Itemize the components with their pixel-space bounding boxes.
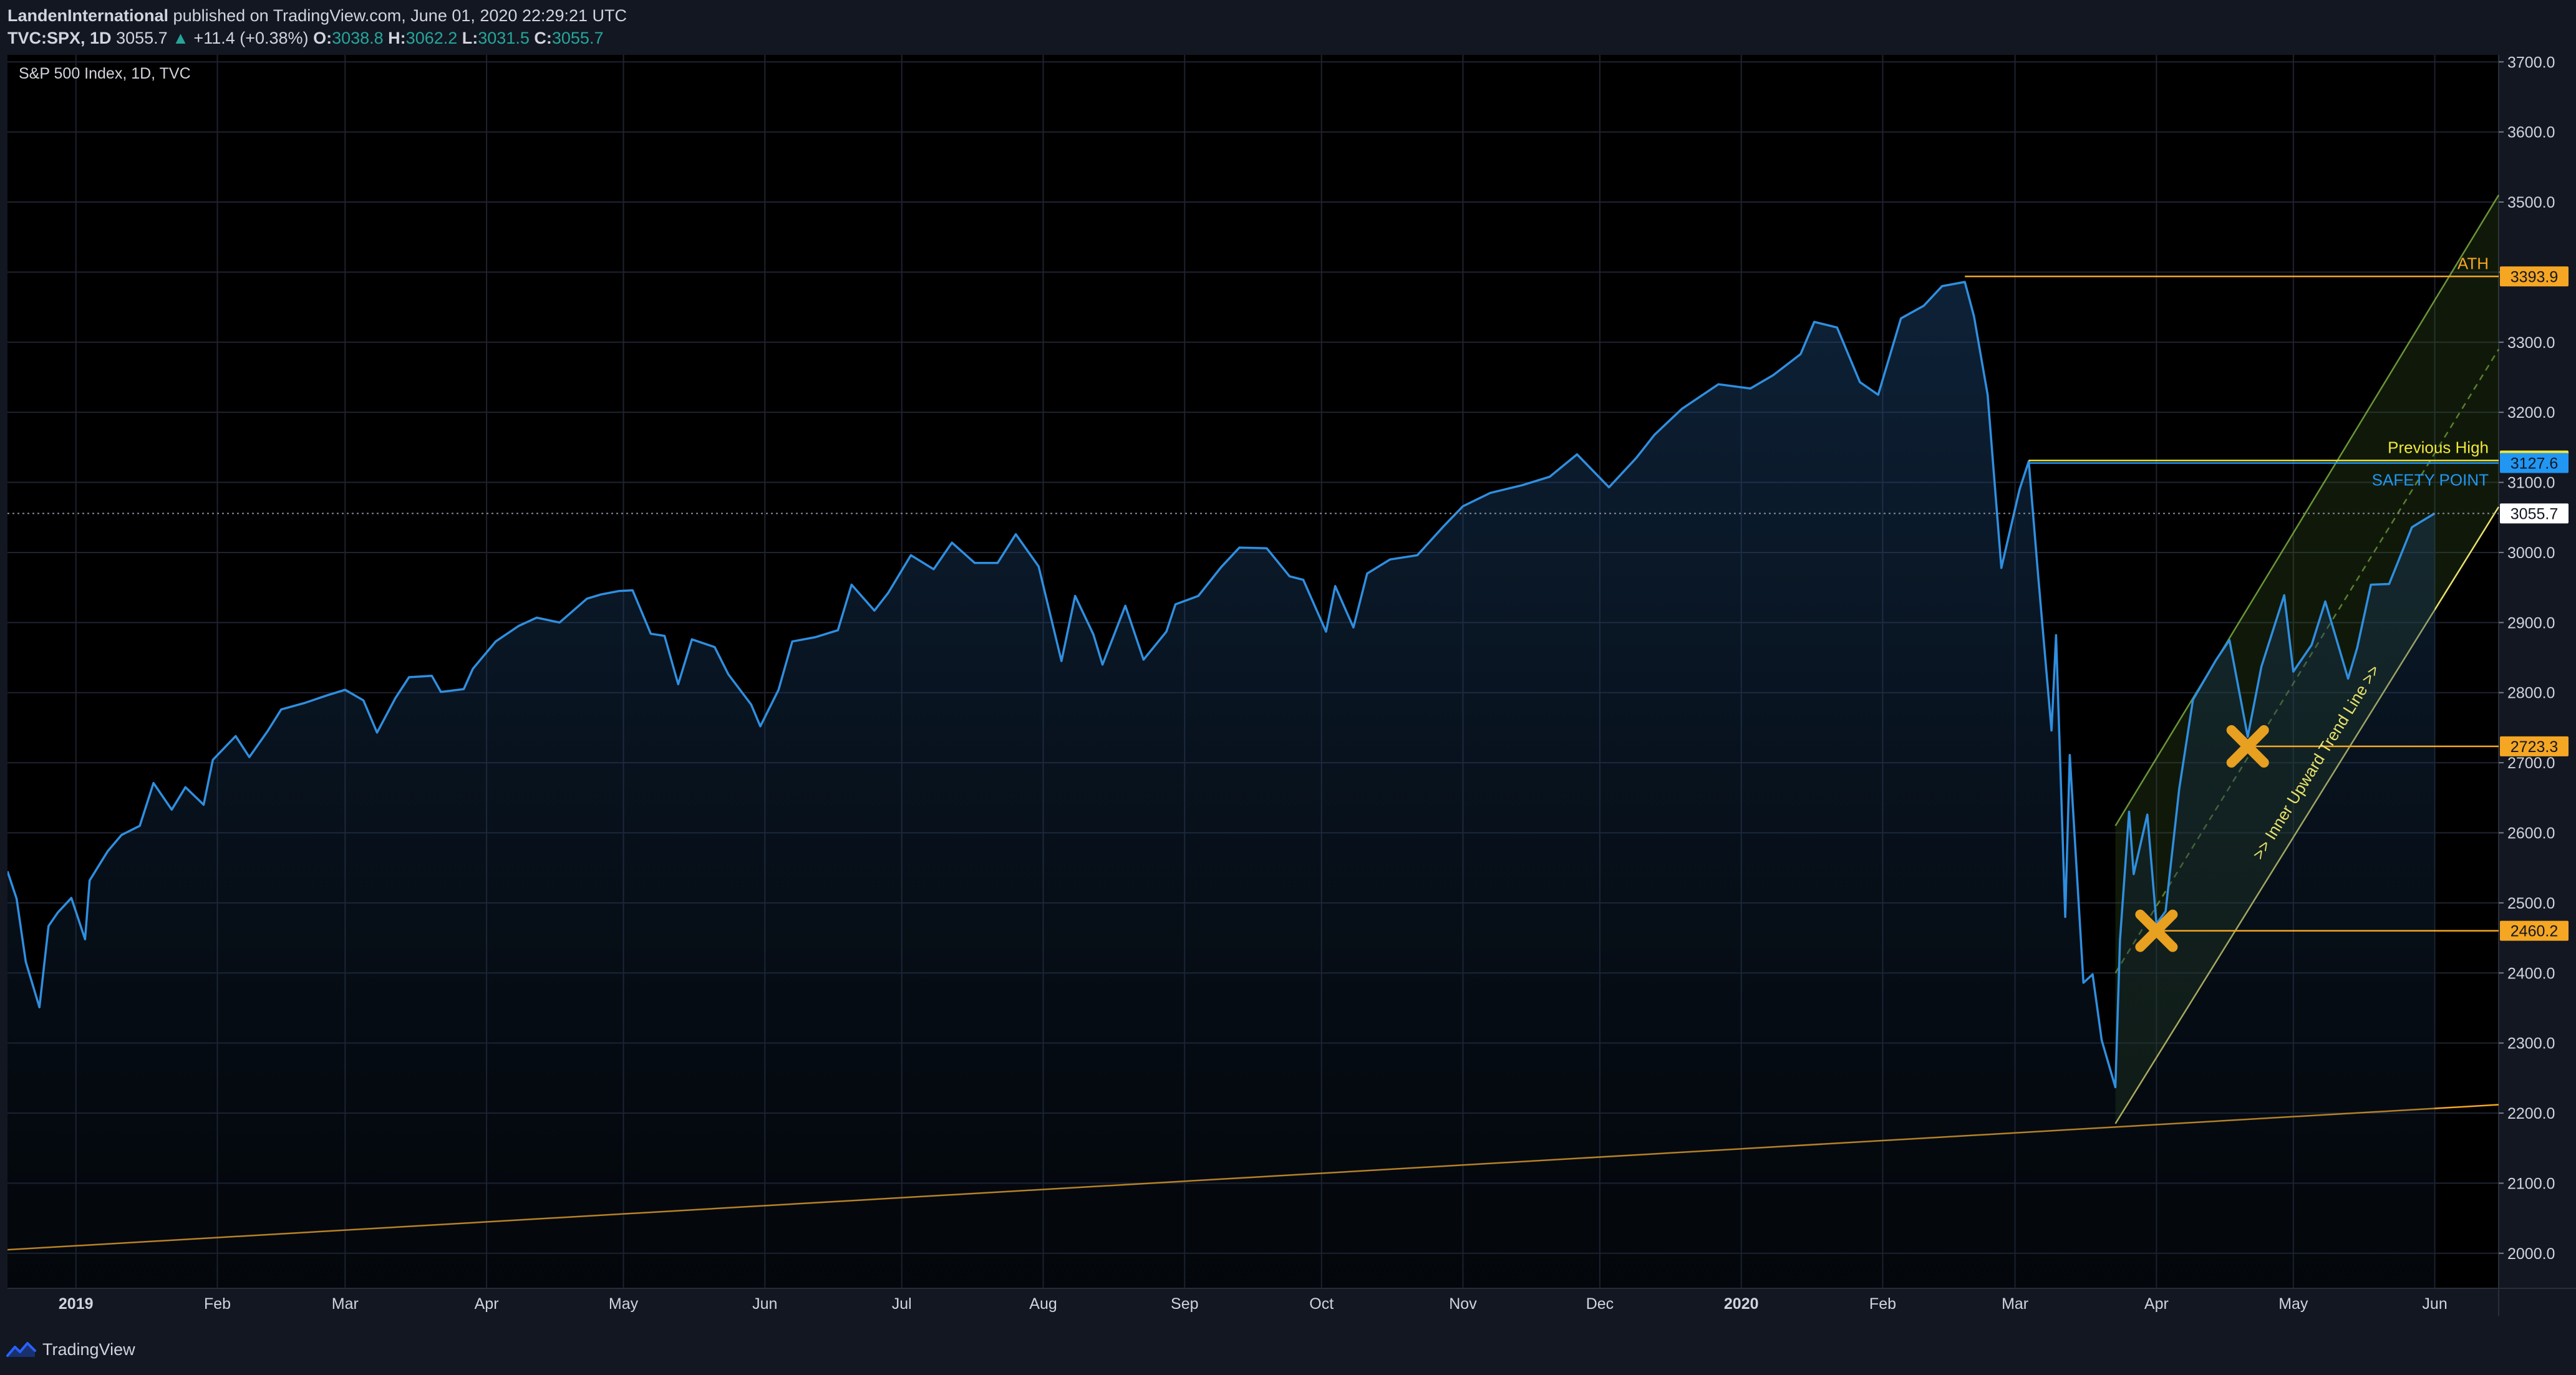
price-tag [2500,920,2569,941]
price-tag [2500,503,2569,524]
x-tick-label: May [2278,1295,2308,1313]
chart-title: S&P 500 Index, 1D, TVC [19,65,191,82]
ath-label: ATH [2457,254,2489,273]
price-tag [2500,736,2569,756]
channel-mid-line [2114,349,2500,973]
y-tick-label: 3300.0 [2507,334,2555,352]
y-tick-label: 3000.0 [2507,544,2555,562]
x-tick-label: Jun [2422,1295,2447,1313]
price-area [7,282,2435,1289]
publisher-line: LandenInternational published on Trading… [7,5,627,26]
price-tag-label: 3127.6 [2511,455,2558,473]
price-tag [2500,453,2569,473]
x-tick-label: Apr [475,1295,499,1313]
x-tick-label: 2020 [1724,1295,1759,1313]
open-value: 3038.8 [332,29,384,47]
chart-header: LandenInternational published on Trading… [7,2,2253,52]
high-value: 3062.2 [405,29,458,47]
y-tick-label: 3700.0 [2507,55,2555,71]
low-value: 3031.5 [478,29,530,47]
tradingview-logo-icon [6,1342,36,1357]
y-tick-label: 2200.0 [2507,1105,2555,1122]
close-label: C: [534,29,552,47]
published-text: published on TradingView.com, June 01, 2… [173,6,627,25]
x-tick-label: Feb [1869,1295,1896,1313]
y-tick-label: 2000.0 [2507,1245,2555,1263]
x-tick-label: Feb [204,1295,231,1313]
price-tag [2500,266,2569,287]
chart-area[interactable]: ATH Previous High SAFETY POINT >> Inner Upw… [6,54,2576,1372]
author-name[interactable]: LandenInternational [7,6,169,25]
last-price: 3055.7 [116,29,168,47]
x-tick-label: Mar [2002,1295,2028,1313]
price-axis[interactable]: 2000.0 2100.0 2200.0 2300.0 2400.0 2500.0 2600… [2499,54,2569,1263]
x-tick-label: Aug [1029,1295,1057,1313]
y-tick-label: 3200.0 [2507,404,2555,422]
price-tag-label: 2723.3 [2511,738,2558,756]
price-scale-background [2499,55,2576,1288]
x-mark-icon [2226,725,2269,768]
time-axis[interactable]: 2019 Feb Mar Apr May Jun Jul Aug Sep Oct Nov Dec 202… [59,1295,2448,1313]
x-tick-label: Apr [2144,1295,2169,1313]
y-tick-label: 2900.0 [2507,614,2555,632]
y-tick-label: 2700.0 [2507,755,2555,772]
close-value: 3055.7 [551,29,604,47]
x-tick-label: Oct [1309,1295,1334,1313]
x-tick-label: May [609,1295,639,1313]
price-line [6,281,2436,1089]
y-tick-label: 3600.0 [2507,124,2555,142]
y-tick-label: 2100.0 [2507,1175,2555,1192]
channel-upper-line [2114,195,2500,826]
y-tick-label: 2300.0 [2507,1035,2555,1053]
tradingview-brand[interactable]: TradingView [6,1338,135,1361]
open-label: O: [313,29,332,47]
high-label: H: [388,29,406,47]
time-scale-background [7,1288,2576,1316]
previous-high-label: Previous High [2388,438,2489,456]
price-tag-label: 3055.7 [2511,505,2558,523]
y-tick-label: 3500.0 [2507,194,2555,211]
x-tick-label: 2019 [59,1295,94,1313]
series-layer [6,281,2436,1289]
price-tag-label: 2460.2 [2511,923,2558,940]
ohlc-line: TVC:SPX, 1D 3055.7 ▲ +11.4 (+0.38%) O:30… [7,27,603,49]
x-tick-label: Nov [1449,1295,1477,1313]
y-tick-label: 2800.0 [2507,685,2555,702]
y-tick-label: 2600.0 [2507,824,2555,842]
y-tick-label: 3100.0 [2507,475,2555,492]
price-tag-label: 3393.9 [2511,268,2558,286]
y-tick-label: 2400.0 [2507,965,2555,982]
x-tick-label: Jun [752,1295,777,1313]
price-change: +11.4 (+0.38%) [193,29,309,47]
up-arrow-icon: ▲ [172,29,189,47]
safety-point-label: SAFETY POINT [2372,471,2489,490]
x-mark-icon [2135,909,2178,952]
x-tick-label: Mar [332,1295,359,1313]
y-tick-label: 2500.0 [2507,895,2555,912]
x-tick-label: Jul [892,1295,912,1313]
low-label: L: [462,29,478,47]
x-tick-label: Dec [1586,1295,1614,1313]
x-tick-label: Sep [1171,1295,1198,1313]
brand-name: TradingView [42,1339,135,1359]
symbol-label[interactable]: TVC:SPX, 1D [7,29,112,47]
